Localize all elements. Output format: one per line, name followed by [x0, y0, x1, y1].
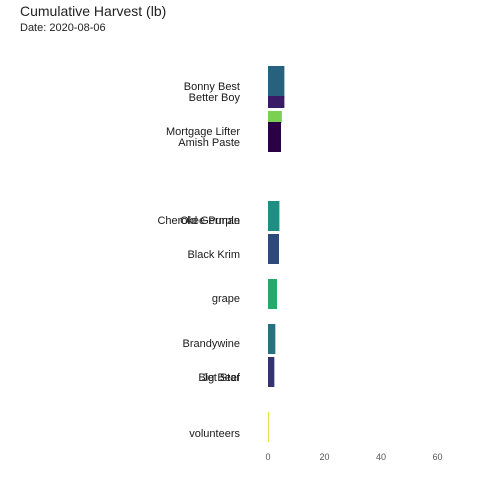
x-tick-label: 20 — [319, 452, 329, 462]
chart-title: Cumulative Harvest (lb) — [20, 3, 167, 19]
category-label-mortgage-lifter: Mortgage Lifter — [166, 126, 240, 138]
bar-amish-paste — [268, 122, 281, 152]
bar-better-boy — [268, 96, 285, 108]
bar-grape — [268, 279, 278, 309]
category-label-brandywine: Brandywine — [183, 338, 240, 350]
bar-volunteers — [268, 412, 269, 442]
bar-black-krim — [268, 234, 280, 264]
category-label-old-german: Old German — [180, 215, 240, 227]
category-label-jet-star: Jet Star — [202, 372, 240, 384]
category-label-grape: grape — [212, 293, 240, 305]
category-label-black-krim: Black Krim — [187, 249, 240, 261]
bar-mortgage-lifter — [268, 111, 282, 123]
bars-layer — [268, 66, 285, 442]
x-axis-ticks: 0 20 40 60 — [265, 452, 442, 462]
category-label-amish-paste: Amish Paste — [178, 137, 240, 149]
category-label-bonny-best: Bonny Best — [184, 81, 240, 93]
x-tick-label: 0 — [265, 452, 270, 462]
category-label-big-beef: Big Beef — [198, 372, 241, 384]
bar-bonny-best — [268, 66, 285, 97]
bar-brandywine — [268, 324, 276, 354]
x-tick-label: 60 — [432, 452, 442, 462]
chart-subtitle: Date: 2020-08-06 — [20, 22, 106, 34]
x-tick-label: 40 — [376, 452, 386, 462]
category-label-volunteers: volunteers — [189, 428, 240, 440]
bar-jet-star — [268, 357, 275, 387]
bar-cherokee-purple — [268, 201, 280, 231]
category-label-better-boy: Better Boy — [189, 92, 241, 104]
category-label-cherokee-purple: Cherokee Purple — [157, 215, 240, 227]
